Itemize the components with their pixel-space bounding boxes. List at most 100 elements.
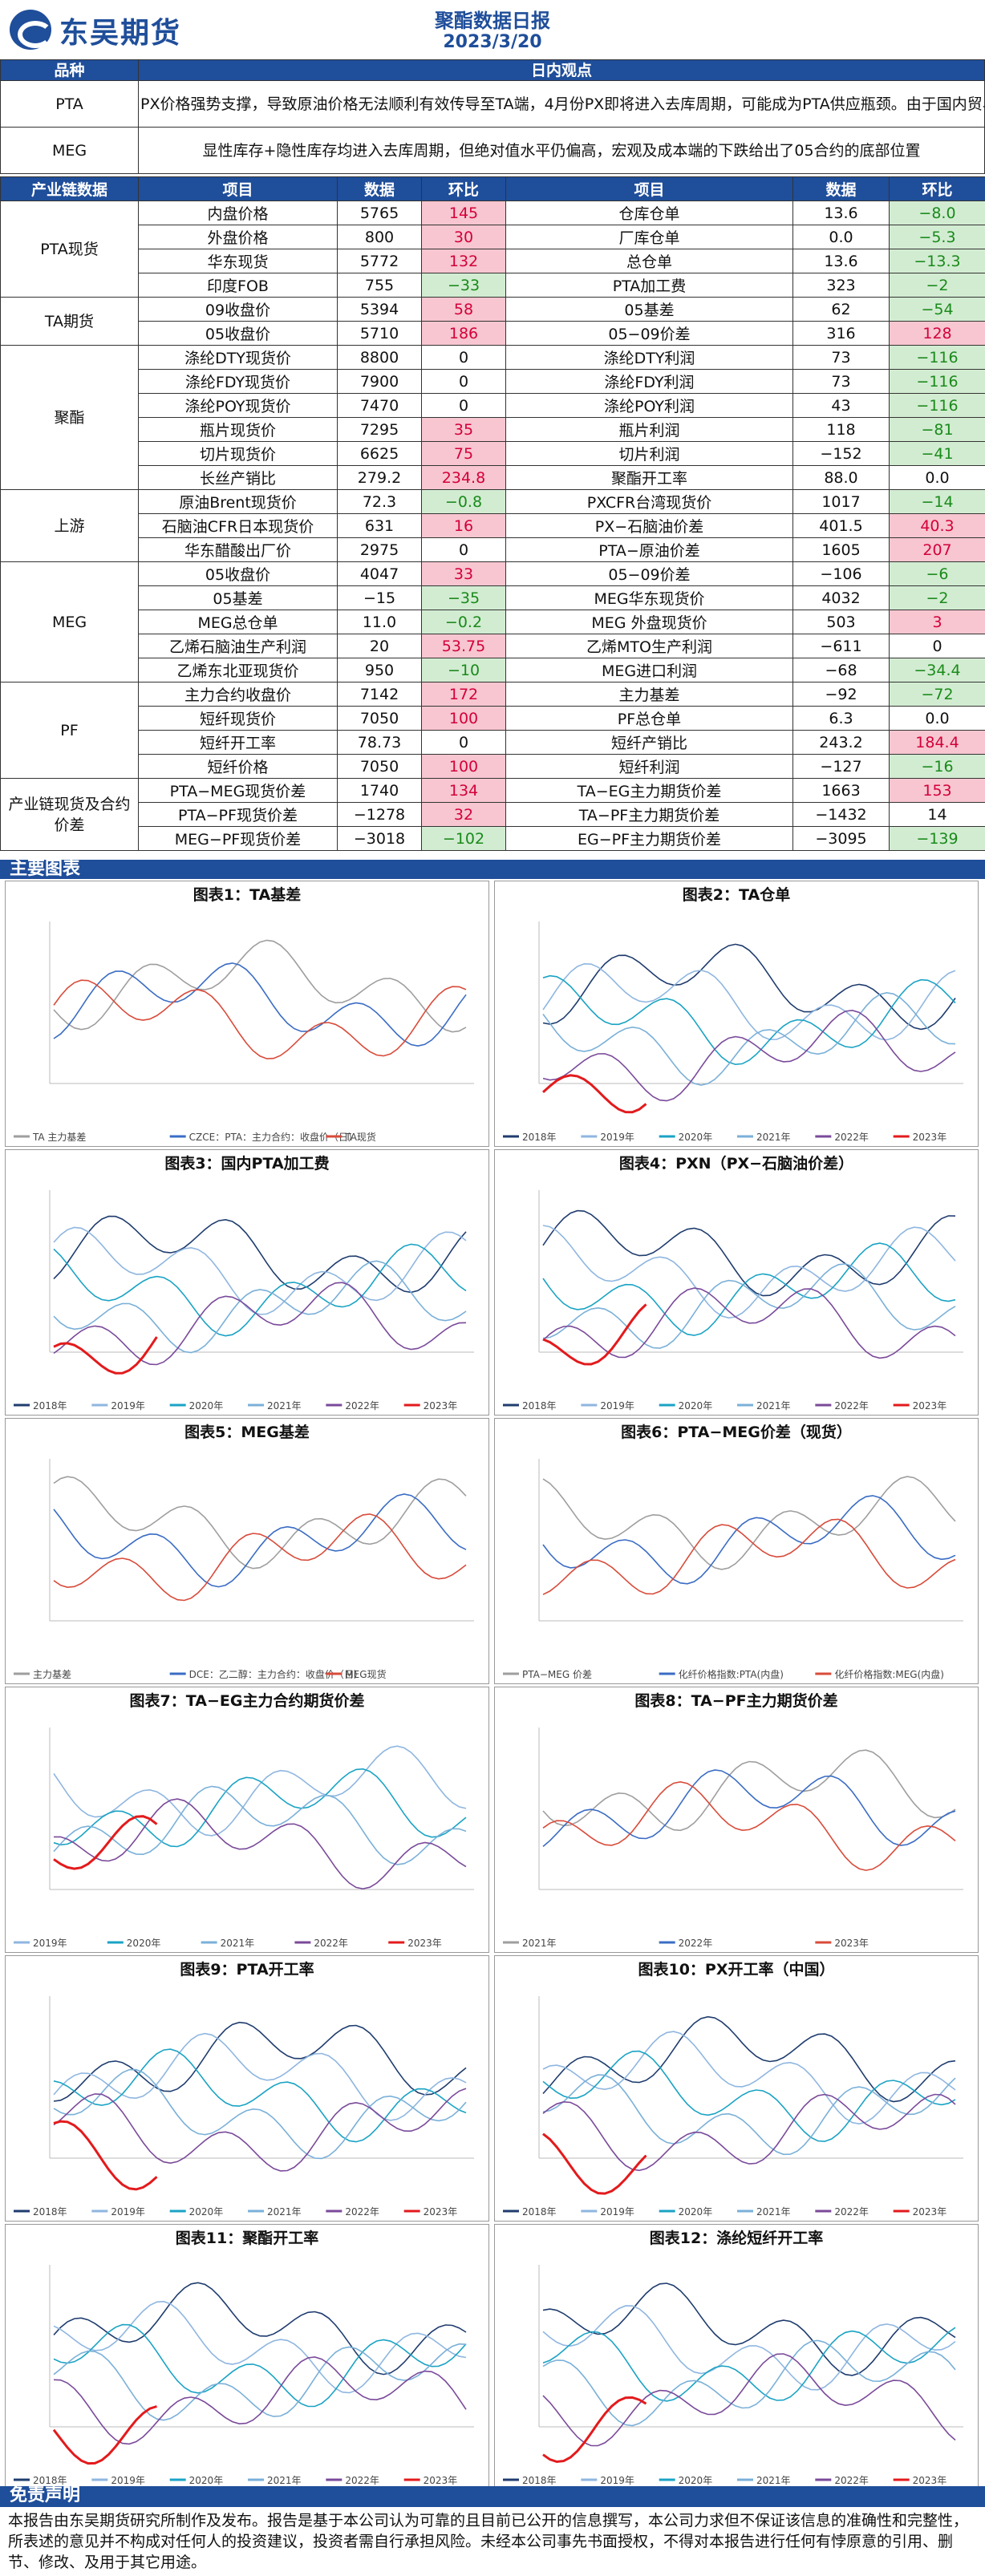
series-line	[543, 2095, 955, 2171]
data-col-header: 产业链数据	[1, 177, 139, 201]
item-value: 2975	[338, 538, 422, 562]
item-change: −54	[890, 298, 985, 322]
item-value: −106	[793, 562, 890, 586]
item-change: 207	[890, 538, 985, 562]
group-label: 上游	[1, 490, 139, 562]
item-change: 0	[422, 346, 506, 370]
data-col-header: 数据	[793, 177, 890, 201]
legend-item: 2021年	[248, 1400, 302, 1412]
group-label: TA期货	[1, 298, 139, 346]
item-change: 33	[422, 562, 506, 586]
series-line	[543, 2283, 955, 2376]
legend-item: 2019年	[91, 1400, 145, 1412]
item-name: 华东醋酸出厂价	[139, 538, 338, 562]
item-change: 132	[422, 249, 506, 273]
series-line	[543, 1476, 955, 1569]
legend-item: 2019年	[581, 2206, 634, 2218]
view-col-opinion: 日内观点	[139, 60, 985, 81]
legend-item: 2019年	[14, 1938, 67, 1949]
legend-item: 2021年	[737, 2475, 791, 2486]
item-change: 100	[422, 707, 506, 731]
item-name: 短纤产销比	[506, 731, 793, 755]
legend-item: 2023年	[894, 1400, 947, 1412]
item-name: 05−09价差	[506, 322, 793, 346]
series-line	[543, 2075, 955, 2154]
legend-label: 主力基差	[33, 1669, 71, 1680]
item-value: 118	[793, 418, 890, 442]
legend-label: 2019年	[33, 1938, 67, 1949]
legend-item: 2022年	[815, 1132, 869, 1143]
legend-item: 2022年	[326, 2475, 379, 2486]
legend-item: 2020年	[170, 1400, 224, 1412]
item-change: 14	[890, 803, 985, 827]
item-value: 7900	[338, 370, 422, 394]
report-header: 东吴期货 聚酯数据日报 2023/3/20	[0, 0, 985, 58]
item-value: 43	[793, 394, 890, 418]
series-line	[54, 2302, 466, 2393]
legend-item: 2020年	[170, 2475, 224, 2486]
legend-item: 2021年	[248, 2475, 302, 2486]
group-label: PTA现货	[1, 201, 139, 298]
item-name: PXCFR台湾现货价	[506, 490, 793, 514]
item-name: 05基差	[506, 298, 793, 322]
view-text: PX价格强势支撑，导致原油价格无法顺利有效传导至TA端，4月份PX即将进入去库周…	[139, 81, 985, 128]
item-change: −139	[890, 827, 985, 851]
legend-item: 2020年	[107, 1938, 161, 1949]
charts-section-bar: 主要图表	[0, 860, 985, 879]
legend-label: 2019年	[600, 1132, 634, 1143]
item-name: 短纤利润	[506, 755, 793, 779]
item-name: 短纤现货价	[139, 707, 338, 731]
series-line	[543, 2354, 955, 2446]
item-change: −13.3	[890, 249, 985, 273]
item-value: 4032	[793, 586, 890, 610]
legend-label: 2022年	[679, 1938, 713, 1949]
item-name: 主力基差	[506, 682, 793, 707]
item-name: PX−石脑油价差	[506, 514, 793, 538]
item-change: −6	[890, 562, 985, 586]
disclaimer-bar: 免责声明	[0, 2486, 985, 2507]
legend-label: 2018年	[33, 2475, 67, 2486]
item-name: 09收盘价	[139, 298, 338, 322]
series-line	[543, 2134, 647, 2193]
item-name: 涤纶FDY利润	[506, 370, 793, 394]
item-value: −152	[793, 442, 890, 466]
legend-label: 2023年	[913, 2206, 947, 2218]
item-change: −0.2	[422, 610, 506, 634]
legend-label: 2020年	[127, 1938, 161, 1949]
legend-label: 2023年	[913, 1400, 947, 1412]
chart-svg: PTA−MEG 价差化纤价格指数:PTA(内盘)化纤价格指数:MEG(内盘)	[495, 1419, 979, 1685]
item-change: 0	[422, 538, 506, 562]
chart-title: 图表8：TA−PF主力期货价差	[495, 1689, 978, 1711]
item-value: 1605	[793, 538, 890, 562]
data-col-header: 数据	[338, 177, 422, 201]
legend-item: 2018年	[503, 1400, 557, 1412]
item-name: 乙烯东北亚现货价	[139, 658, 338, 682]
item-name: TA−PF主力期货价差	[506, 803, 793, 827]
legend-label: 2018年	[522, 2206, 557, 2218]
series-line	[54, 1514, 466, 1601]
series-line	[543, 1211, 955, 1296]
item-name: 乙烯石脑油生产利润	[139, 634, 338, 658]
item-value: 13.6	[793, 201, 890, 225]
item-name: 涤纶POY现货价	[139, 394, 338, 418]
legend-item: 2019年	[91, 2475, 145, 2486]
legend-label: 2019年	[111, 2475, 145, 2486]
item-change: −116	[890, 346, 985, 370]
legend-label: 2020年	[679, 2475, 713, 2486]
item-value: 8800	[338, 346, 422, 370]
legend-label: 2019年	[111, 2206, 145, 2218]
item-change: 0.0	[890, 466, 985, 490]
legend-label: 2023年	[913, 1132, 947, 1143]
